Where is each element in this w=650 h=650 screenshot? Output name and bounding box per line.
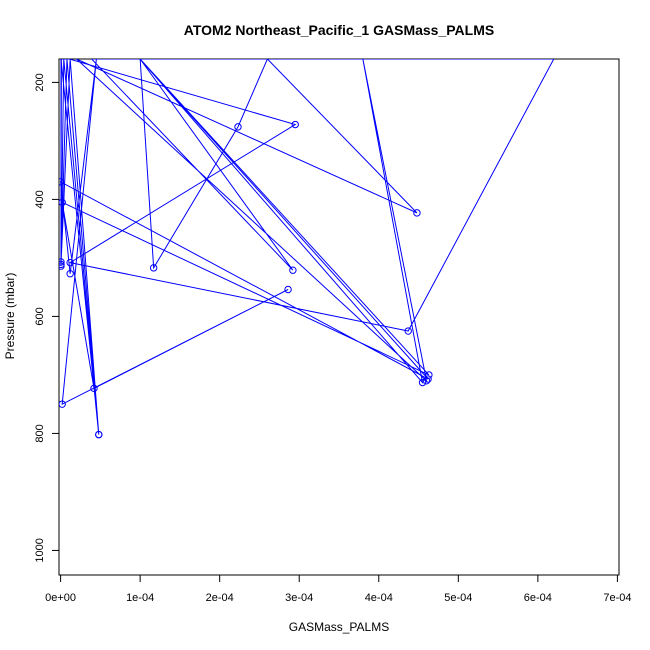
data-point	[59, 198, 66, 207]
x-tick-label: 0e+00	[45, 592, 76, 604]
x-axis: 0e+00 1e-04 2e-04 3e-04 4e-04 5e-04 6e-04 7e-04	[45, 574, 631, 604]
x-axis-label: GASMass_PALMS	[289, 620, 389, 634]
data-point	[66, 258, 74, 267]
chart-title: ATOM2 Northeast_Pacific_1 GASMass_PALMS	[184, 22, 494, 38]
y-axis-label: Pressure (mbar)	[3, 273, 17, 360]
y-tick-label: 600	[34, 307, 46, 325]
x-tick-label: 2e-04	[206, 592, 234, 604]
data-point	[59, 258, 65, 266]
data-point	[59, 262, 65, 270]
y-tick-label: 800	[34, 424, 46, 442]
plot-area	[59, 59, 555, 439]
x-tick-label: 6e-04	[524, 592, 552, 604]
y-axis: 200 400 600 800 1000	[34, 73, 60, 563]
data-point	[66, 270, 74, 278]
data-point	[424, 375, 432, 383]
data-point	[59, 178, 65, 186]
data-point	[59, 400, 66, 408]
data-point	[422, 377, 431, 385]
data-point	[291, 120, 299, 129]
data-point	[284, 285, 292, 294]
x-tick-label: 7e-04	[603, 592, 631, 604]
x-tick-label: 3e-04	[285, 592, 313, 604]
data-point	[149, 264, 158, 272]
data-point	[289, 266, 297, 274]
data-point	[234, 123, 242, 131]
data-point	[418, 378, 427, 387]
y-tick-label: 200	[34, 73, 46, 91]
y-tick-label: 1000	[34, 538, 46, 562]
y-tick-label: 400	[34, 190, 46, 208]
data-point	[413, 209, 421, 217]
series-line	[59, 59, 555, 435]
x-tick-label: 5e-04	[444, 592, 472, 604]
data-point	[95, 430, 103, 439]
series-group	[59, 59, 555, 439]
x-tick-label: 1e-04	[126, 592, 154, 604]
data-point	[90, 384, 98, 393]
data-point	[404, 327, 412, 335]
x-tick-label: 4e-04	[365, 592, 393, 604]
